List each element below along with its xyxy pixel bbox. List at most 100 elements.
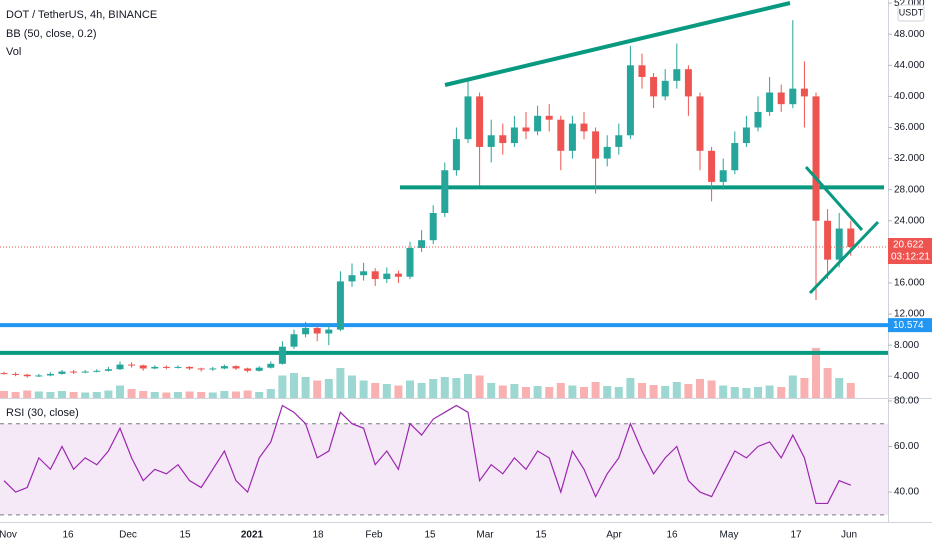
candle-body: [313, 328, 321, 334]
x-tick-label: Nov: [0, 530, 17, 541]
candle-body: [348, 275, 356, 282]
candle-body: [220, 366, 228, 369]
volume-bar: [359, 380, 368, 398]
volume-bar: [243, 390, 252, 398]
candle-body: [278, 346, 286, 364]
indicator-label: Vol: [6, 46, 21, 58]
volume-bar: [649, 385, 658, 398]
candle-body: [267, 363, 275, 368]
volume-bar: [324, 379, 333, 398]
candle-body: [81, 371, 89, 373]
x-tick-label: Dec: [119, 530, 137, 541]
candle-body: [673, 69, 681, 81]
x-tick-label: May: [720, 530, 739, 541]
candle-body: [592, 131, 600, 159]
candle-body: [766, 92, 774, 112]
volume-bar: [371, 383, 380, 398]
candle-body: [800, 88, 808, 97]
candle-body: [232, 366, 240, 369]
candle-body: [46, 373, 54, 376]
volume-bar: [394, 385, 403, 398]
volume-bar: [290, 373, 298, 398]
volume-bar: [139, 391, 148, 398]
candle-body: [360, 271, 368, 276]
candle-body: [174, 366, 182, 368]
volume-bar: [788, 375, 797, 398]
candle-body: [476, 96, 484, 147]
candle-body: [661, 80, 669, 97]
volume-bar: [846, 383, 855, 398]
rsi-tick-label: 80.00: [894, 396, 919, 407]
candle-body: [615, 135, 623, 147]
volume-bar: [46, 392, 55, 398]
volume-bar: [406, 380, 414, 398]
candle-body: [452, 139, 460, 171]
volume-bar: [162, 392, 171, 398]
volume-bar: [638, 383, 646, 398]
x-tick-label: 15: [424, 530, 436, 541]
volume-bar: [603, 386, 612, 398]
candle-body: [824, 220, 832, 260]
volume-bar: [116, 385, 124, 398]
x-tick-label: 18: [312, 530, 324, 541]
y-tick-label: 48.000: [894, 29, 925, 40]
candle-body: [580, 123, 588, 132]
candle-body: [336, 281, 344, 330]
volume-bar: [742, 388, 751, 398]
candle-body: [545, 115, 553, 120]
candle-body: [684, 69, 692, 97]
volume-bar: [313, 380, 322, 398]
rsi-tick-label: 60.00: [894, 441, 919, 452]
candle-body: [302, 328, 310, 335]
level-box: [888, 318, 932, 333]
rsi-line: [3, 404, 852, 505]
candle-body: [638, 65, 646, 77]
volume-bar: [626, 378, 635, 398]
y-tick-label: 12.000: [894, 309, 925, 320]
candle-body: [244, 368, 252, 371]
x-tick-label: 2021: [241, 530, 264, 541]
y-tick-label: 28.000: [894, 184, 925, 195]
volume-bar: [522, 387, 530, 398]
volume-bar: [429, 379, 438, 398]
candle-body: [429, 212, 437, 241]
candle-body: [383, 273, 391, 280]
candle-body: [464, 96, 472, 140]
candle-body: [186, 366, 194, 369]
candle-body: [255, 367, 263, 371]
rsi-title: RSI (30, close): [6, 407, 79, 419]
trend-line: [804, 166, 864, 231]
x-tick-label: 16: [62, 530, 74, 541]
volume-bar: [510, 384, 519, 398]
volume-bar: [730, 387, 739, 398]
volume-bar: [568, 385, 577, 398]
volume-bar: [464, 374, 472, 398]
candle-body: [12, 373, 20, 375]
candle-body: [731, 143, 739, 171]
candle-body: [650, 76, 658, 97]
volume-bar: [672, 382, 681, 398]
volume-bar: [487, 383, 496, 398]
rsi-tick-label: 40.00: [894, 487, 919, 498]
volume-bar: [719, 385, 728, 398]
volume-bar: [266, 389, 275, 398]
volume-bar: [440, 377, 449, 398]
volume-bar: [34, 391, 43, 398]
volume-bar: [11, 392, 20, 398]
candle-body: [835, 228, 843, 260]
axes: 4.0008.00012.00016.00020.00024.00028.000…: [0, 0, 932, 541]
candle-body: [406, 247, 414, 277]
volume-bar: [614, 387, 623, 398]
candle-body: [522, 127, 530, 132]
candle-body: [371, 271, 379, 280]
candle-body: [499, 135, 507, 144]
candle-body: [557, 119, 565, 151]
candle-body: [104, 369, 112, 371]
volume-bar: [661, 386, 670, 398]
volume-bar: [777, 387, 786, 398]
volume-bar: [382, 384, 391, 398]
candle-body: [487, 135, 495, 147]
x-tick-label: Apr: [606, 530, 622, 541]
candle-body: [325, 329, 333, 334]
